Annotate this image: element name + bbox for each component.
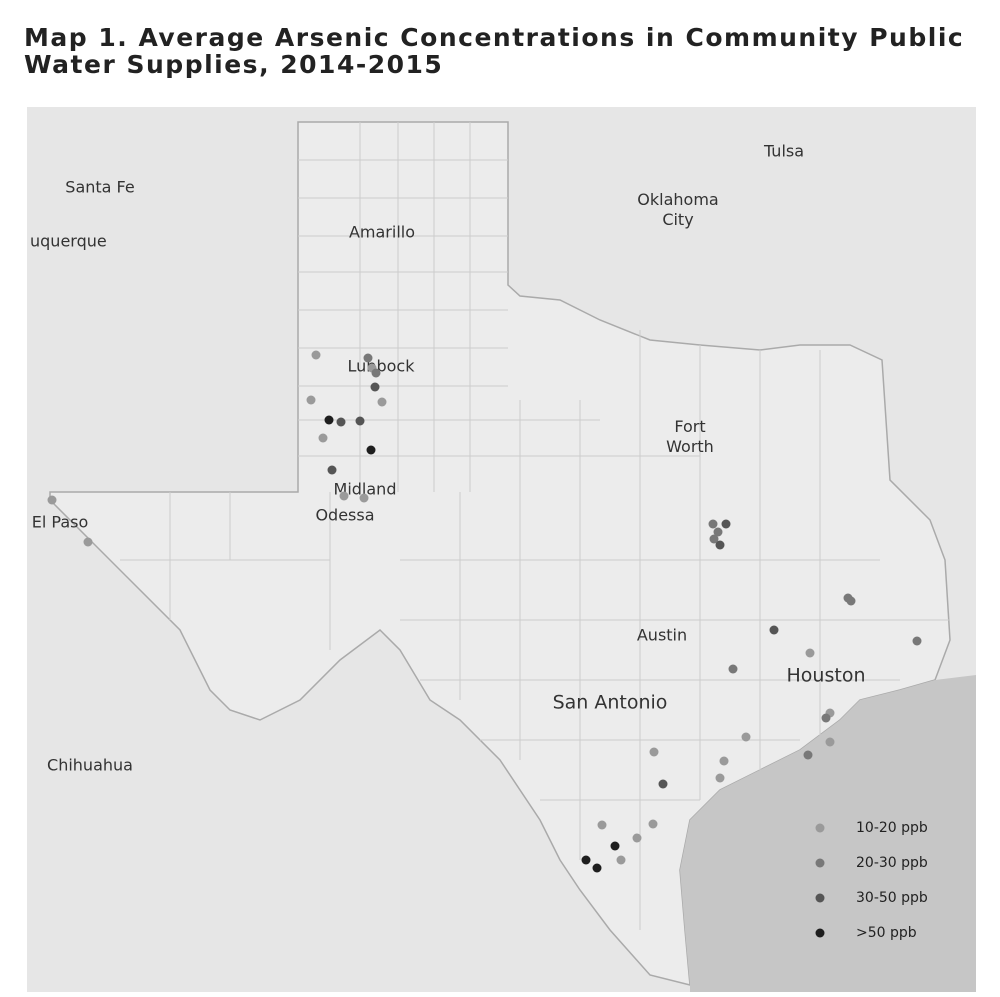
- site-dot: [581, 855, 591, 865]
- site-dot: [366, 445, 376, 455]
- site-dot: [912, 636, 922, 646]
- site-dot: [825, 737, 835, 747]
- site-dot: [805, 648, 815, 658]
- site-dot: [648, 819, 658, 829]
- site-dot: [597, 820, 607, 830]
- site-dot: [713, 527, 723, 537]
- city-label: San Antonio: [553, 692, 668, 714]
- site-dot: [719, 756, 729, 766]
- site-dot: [355, 416, 365, 426]
- legend-swatch: [815, 858, 825, 868]
- city-label: Tulsa: [763, 142, 804, 161]
- site-dot: [708, 519, 718, 529]
- site-dot: [327, 465, 337, 475]
- site-dot: [649, 747, 659, 757]
- city-label: Odessa: [315, 506, 374, 525]
- site-dot: [306, 395, 316, 405]
- legend-swatch: [815, 928, 825, 938]
- map-title: Map 1. Average Arsenic Concentrations in…: [24, 23, 965, 79]
- city-label: Midland: [334, 480, 397, 499]
- site-dot: [632, 833, 642, 843]
- city-label: Lubbock: [348, 357, 416, 376]
- city-label: Houston: [787, 665, 866, 687]
- site-dot: [728, 664, 738, 674]
- city-label: Austin: [637, 626, 687, 645]
- site-dot: [769, 625, 779, 635]
- site-dot: [709, 534, 719, 544]
- city-label: uquerque: [30, 232, 107, 251]
- site-dot: [616, 855, 626, 865]
- legend-label: 20-30 ppb: [856, 855, 928, 871]
- site-dot: [741, 732, 751, 742]
- legend-label: >50 ppb: [856, 925, 917, 941]
- site-dot: [311, 350, 321, 360]
- site-dot: [47, 495, 57, 505]
- site-dot: [370, 382, 380, 392]
- county-grid: [120, 122, 950, 930]
- legend-label: 30-50 ppb: [856, 890, 928, 906]
- site-dot: [715, 773, 725, 783]
- city-label: Chihuahua: [47, 756, 133, 775]
- site-dot: [821, 713, 831, 723]
- site-dot: [363, 353, 373, 363]
- gulf-of-mexico: [680, 675, 976, 992]
- site-dot: [658, 779, 668, 789]
- legend-swatch: [815, 823, 825, 833]
- site-dot: [715, 540, 725, 550]
- site-dot: [592, 863, 602, 873]
- site-dot: [377, 397, 387, 407]
- site-dot: [336, 417, 346, 427]
- legend-label: 10-20 ppb: [856, 820, 928, 836]
- city-label: Santa Fe: [65, 178, 134, 197]
- site-dot: [371, 368, 381, 378]
- site-dot: [721, 519, 731, 529]
- site-dot: [83, 537, 93, 547]
- city-label: Fort Worth: [666, 417, 714, 456]
- legend-swatch: [815, 893, 825, 903]
- site-dot: [339, 491, 349, 501]
- site-dot: [318, 433, 328, 443]
- site-dot: [803, 750, 813, 760]
- site-dot: [359, 493, 369, 503]
- site-dot: [846, 596, 856, 606]
- city-label: Oklahoma City: [637, 190, 718, 229]
- site-dot: [324, 415, 334, 425]
- city-label: Amarillo: [349, 223, 415, 242]
- site-dot: [610, 841, 620, 851]
- city-label: El Paso: [32, 513, 89, 532]
